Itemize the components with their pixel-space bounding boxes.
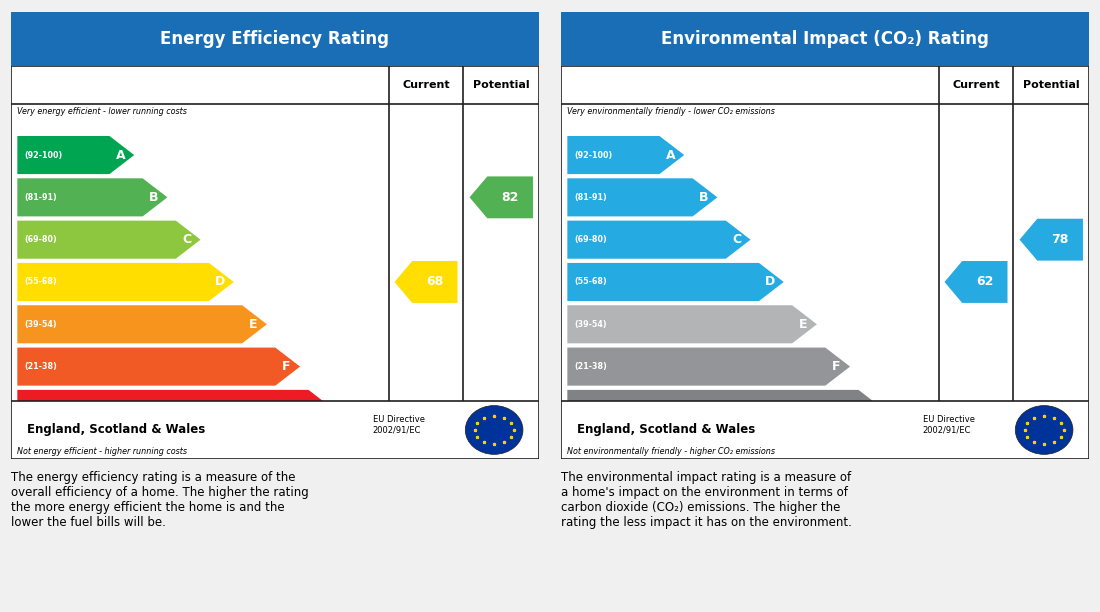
Polygon shape [568, 263, 783, 301]
Text: Potential: Potential [1023, 80, 1079, 90]
Text: England, Scotland & Wales: England, Scotland & Wales [26, 424, 205, 436]
Polygon shape [568, 136, 684, 174]
Text: 68: 68 [426, 275, 443, 288]
Text: Very environmentally friendly - lower CO₂ emissions: Very environmentally friendly - lower CO… [568, 107, 776, 116]
Polygon shape [470, 176, 534, 218]
Text: A: A [666, 149, 675, 162]
Bar [11, 401, 539, 459]
Text: 62: 62 [976, 275, 993, 288]
Text: England, Scotland & Wales: England, Scotland & Wales [576, 424, 755, 436]
Circle shape [1015, 406, 1072, 454]
Text: C: C [183, 233, 191, 246]
Text: D: D [764, 275, 776, 288]
Polygon shape [18, 136, 134, 174]
Text: (21-38): (21-38) [24, 362, 57, 371]
Text: Current: Current [403, 80, 450, 90]
Bar [11, 66, 539, 459]
Text: D: D [214, 275, 225, 288]
Text: E: E [249, 318, 257, 331]
Polygon shape [1020, 218, 1084, 261]
Text: Current: Current [953, 80, 1000, 90]
Text: A: A [116, 149, 125, 162]
Text: (55-68): (55-68) [574, 277, 607, 286]
Text: Not energy efficient - higher running costs: Not energy efficient - higher running co… [18, 447, 187, 457]
Text: B: B [698, 191, 708, 204]
Polygon shape [568, 220, 750, 259]
Text: (92-100): (92-100) [24, 151, 63, 160]
Text: (21-38): (21-38) [574, 362, 607, 371]
Text: Potential: Potential [473, 80, 529, 90]
Polygon shape [18, 220, 200, 259]
Text: (1-20): (1-20) [574, 405, 602, 414]
Polygon shape [568, 305, 817, 343]
Polygon shape [18, 178, 167, 217]
Text: (81-91): (81-91) [574, 193, 607, 202]
Text: (55-68): (55-68) [24, 277, 57, 286]
Text: (39-54): (39-54) [574, 320, 607, 329]
Bar [561, 12, 1089, 66]
Text: The environmental impact rating is a measure of
a home's impact on the environme: The environmental impact rating is a mea… [561, 471, 851, 529]
Bar [561, 66, 1089, 459]
Text: Environmental Impact (CO₂) Rating: Environmental Impact (CO₂) Rating [661, 30, 989, 48]
Text: Very energy efficient - lower running costs: Very energy efficient - lower running co… [18, 107, 187, 116]
Text: G: G [315, 403, 324, 416]
Text: EU Directive
2002/91/EC: EU Directive 2002/91/EC [923, 415, 975, 435]
Text: 82: 82 [502, 191, 519, 204]
Text: (69-80): (69-80) [574, 235, 607, 244]
Text: (92-100): (92-100) [574, 151, 613, 160]
Polygon shape [568, 178, 717, 217]
Text: Energy Efficiency Rating: Energy Efficiency Rating [161, 30, 389, 48]
Text: F: F [283, 360, 290, 373]
Polygon shape [18, 390, 333, 428]
Polygon shape [395, 261, 458, 303]
Text: (1-20): (1-20) [24, 405, 52, 414]
Polygon shape [568, 390, 883, 428]
Text: EU Directive
2002/91/EC: EU Directive 2002/91/EC [373, 415, 425, 435]
Circle shape [465, 406, 522, 454]
Polygon shape [18, 348, 300, 386]
Bar [11, 12, 539, 66]
Text: The energy efficiency rating is a measure of the
overall efficiency of a home. T: The energy efficiency rating is a measur… [11, 471, 309, 529]
Bar [561, 401, 1089, 459]
Polygon shape [18, 305, 267, 343]
Text: E: E [799, 318, 807, 331]
Text: (81-91): (81-91) [24, 193, 57, 202]
Text: Not environmentally friendly - higher CO₂ emissions: Not environmentally friendly - higher CO… [568, 447, 776, 457]
Text: B: B [148, 191, 158, 204]
Text: C: C [733, 233, 741, 246]
Polygon shape [945, 261, 1008, 303]
Text: (39-54): (39-54) [24, 320, 57, 329]
Text: F: F [833, 360, 840, 373]
Text: G: G [865, 403, 874, 416]
Polygon shape [18, 263, 233, 301]
Text: 78: 78 [1052, 233, 1069, 246]
Polygon shape [568, 348, 850, 386]
Text: (69-80): (69-80) [24, 235, 57, 244]
